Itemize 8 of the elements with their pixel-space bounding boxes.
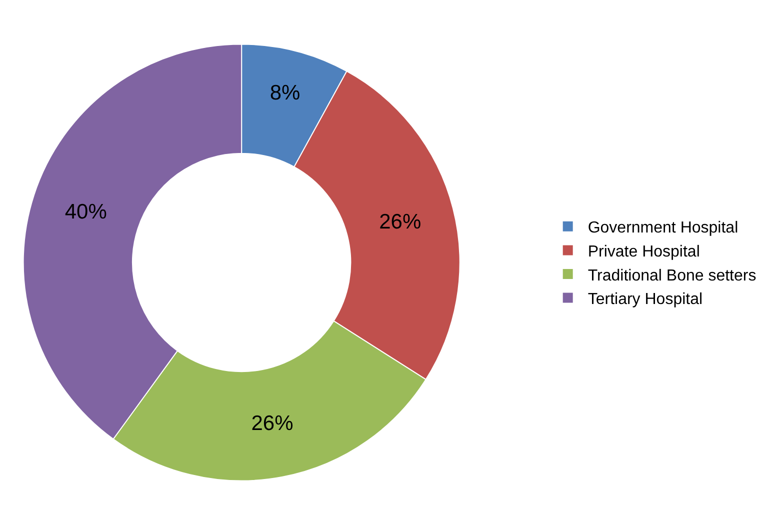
data-label: 26% <box>251 412 294 435</box>
legend-label: Government Hospital <box>588 220 738 237</box>
data-label: 26% <box>379 210 422 234</box>
legend-label: Tertiary Hospital <box>588 291 703 308</box>
legend-label: Traditional Bone setters <box>588 267 756 284</box>
data-label: 40% <box>64 200 107 224</box>
data-label: 8% <box>270 82 300 105</box>
legend-label: Private Hospital <box>588 243 700 260</box>
